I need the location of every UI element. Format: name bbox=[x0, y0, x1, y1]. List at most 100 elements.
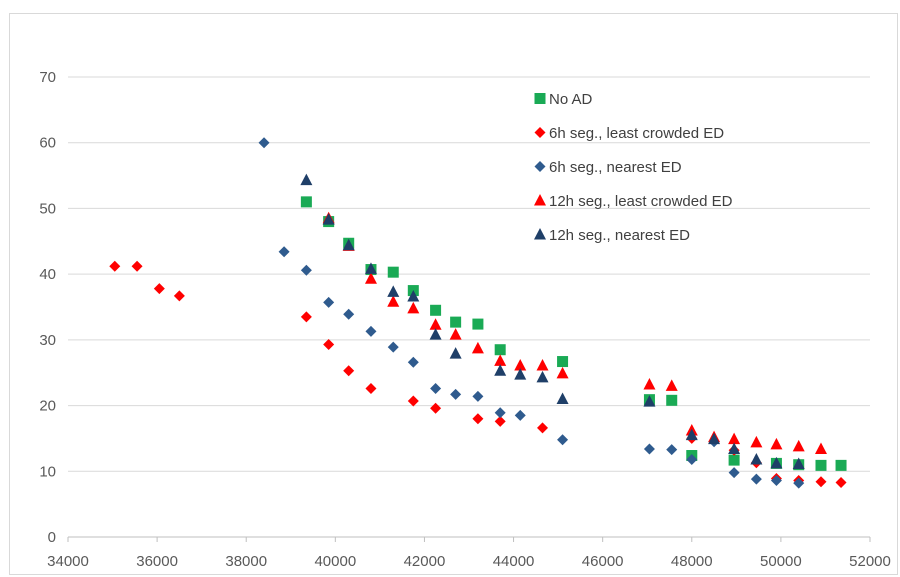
legend: No AD 6h seg., least crowded ED 6h seg., n… bbox=[534, 91, 733, 244]
data-point bbox=[300, 264, 312, 276]
data-point bbox=[472, 413, 484, 425]
data-point bbox=[537, 422, 549, 434]
data-point bbox=[750, 452, 763, 465]
data-point bbox=[815, 459, 827, 471]
data-point bbox=[258, 137, 270, 149]
data-point bbox=[300, 173, 313, 186]
series-4 bbox=[300, 173, 805, 470]
data-point bbox=[449, 347, 462, 359]
data-point bbox=[686, 453, 698, 465]
data-point bbox=[429, 318, 442, 330]
data-point bbox=[793, 477, 805, 489]
y-tick-label: 60 bbox=[39, 135, 56, 152]
data-point bbox=[131, 260, 143, 272]
chart-frame bbox=[9, 13, 898, 575]
data-point bbox=[365, 382, 377, 394]
x-tick-label: 46000 bbox=[582, 553, 624, 570]
data-point bbox=[450, 388, 462, 400]
data-point bbox=[770, 474, 782, 486]
data-point bbox=[407, 289, 420, 302]
data-point bbox=[665, 379, 678, 391]
x-tick-label: 52000 bbox=[849, 553, 891, 570]
data-point bbox=[750, 435, 763, 448]
data-point bbox=[430, 382, 442, 394]
y-tick-label: 40 bbox=[39, 266, 56, 283]
data-point bbox=[643, 395, 656, 407]
data-point bbox=[173, 290, 185, 302]
data-point bbox=[387, 266, 399, 278]
data-point bbox=[430, 304, 442, 316]
data-point bbox=[514, 358, 527, 371]
data-point bbox=[536, 358, 549, 371]
legend-marker bbox=[534, 194, 546, 206]
data-point bbox=[494, 407, 506, 419]
data-point bbox=[387, 295, 400, 307]
data-point bbox=[300, 311, 312, 323]
data-point bbox=[429, 328, 442, 340]
data-point bbox=[450, 316, 462, 328]
y-tick-label: 20 bbox=[39, 398, 56, 415]
data-point bbox=[343, 365, 355, 377]
data-point bbox=[430, 402, 442, 414]
data-point bbox=[814, 442, 827, 454]
data-point bbox=[770, 437, 783, 450]
data-point bbox=[472, 318, 484, 330]
series-2 bbox=[258, 137, 805, 489]
data-point bbox=[449, 328, 462, 340]
y-tick-label: 50 bbox=[39, 200, 56, 217]
data-point bbox=[323, 338, 335, 350]
x-tick-label: 34000 bbox=[47, 553, 89, 570]
data-point bbox=[750, 473, 762, 485]
data-point bbox=[770, 456, 783, 469]
data-point bbox=[685, 428, 698, 441]
legend-label: No AD bbox=[549, 91, 593, 108]
data-point bbox=[109, 260, 121, 272]
legend-marker bbox=[534, 228, 546, 240]
y-tick-label: 70 bbox=[39, 69, 56, 86]
data-point bbox=[342, 238, 355, 251]
data-point bbox=[728, 442, 741, 454]
data-point bbox=[835, 459, 847, 471]
data-point bbox=[494, 354, 507, 366]
data-point bbox=[708, 432, 721, 445]
data-point bbox=[471, 341, 484, 354]
data-point bbox=[323, 296, 335, 308]
y-tick-label: 10 bbox=[39, 463, 56, 480]
data-point bbox=[728, 467, 740, 479]
y-tick-label: 30 bbox=[39, 332, 56, 349]
legend-label: 6h seg., nearest ED bbox=[549, 159, 682, 176]
data-point bbox=[792, 457, 805, 470]
legend-label: 12h seg., least crowded ED bbox=[549, 193, 733, 210]
data-point bbox=[728, 432, 741, 445]
axes: 0 10 20 30 40 50 60 70 34000 36000 38000 40000 42000… bbox=[39, 69, 891, 570]
y-tick-label: 0 bbox=[48, 529, 56, 546]
data-point bbox=[364, 262, 377, 274]
data-point bbox=[514, 368, 527, 380]
data-point bbox=[815, 476, 827, 488]
x-tick-label: 40000 bbox=[314, 553, 356, 570]
x-tick-label: 36000 bbox=[136, 553, 178, 570]
data-point bbox=[494, 415, 506, 427]
data-point bbox=[556, 366, 569, 379]
data-point bbox=[407, 301, 420, 314]
data-point bbox=[557, 356, 569, 368]
data-point bbox=[322, 213, 335, 225]
data-point bbox=[666, 394, 678, 406]
data-point bbox=[300, 196, 312, 208]
x-tick-label: 50000 bbox=[760, 553, 802, 570]
data-point bbox=[643, 378, 656, 390]
legend-label: 6h seg., least crowded ED bbox=[549, 125, 724, 142]
gridlines bbox=[68, 76, 870, 472]
data-point bbox=[494, 344, 506, 356]
data-point bbox=[407, 356, 419, 368]
legend-marker bbox=[534, 127, 546, 138]
x-tick-label: 48000 bbox=[671, 553, 713, 570]
legend-marker bbox=[534, 161, 546, 172]
data-point bbox=[728, 454, 740, 466]
data-point bbox=[557, 434, 569, 446]
legend-label: 12h seg., nearest ED bbox=[549, 227, 690, 244]
data-point bbox=[343, 308, 355, 320]
x-tick-label: 38000 bbox=[225, 553, 267, 570]
data-point bbox=[472, 390, 484, 402]
